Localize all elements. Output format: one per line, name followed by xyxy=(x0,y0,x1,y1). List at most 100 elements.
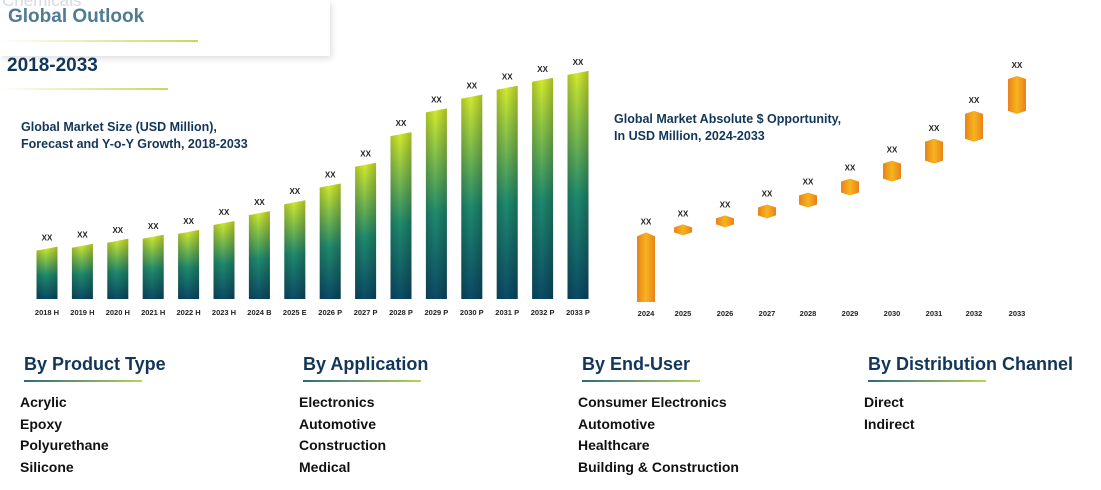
size-tick-label: 2028 P xyxy=(389,308,413,317)
size-bar-shade xyxy=(532,77,554,299)
opportunity-data-label: XX xyxy=(678,209,689,218)
segment-column: By Application Electronics Automotive Const… xyxy=(299,354,549,478)
opportunity-data-label: XX xyxy=(641,217,652,226)
segment-column: By Distribution Channel Direct Indirect xyxy=(864,354,1101,435)
opportunity-bar-2029 xyxy=(841,178,859,196)
opportunity-tick-label: 2030 xyxy=(884,309,901,318)
segment-item: Electronics xyxy=(299,394,375,410)
size-bar-shade xyxy=(355,162,377,299)
size-bar-shade xyxy=(178,229,200,299)
opportunity-title-line-2: In USD Million, 2024-2033 xyxy=(614,129,765,143)
size-tick-label: 2021 H xyxy=(141,308,165,317)
size-data-label: XX xyxy=(502,73,513,82)
size-data-label: XX xyxy=(466,82,477,91)
size-tick-label: 2033 P xyxy=(566,308,590,317)
market-size-chart: XX 2018 H XX 2019 H XX 2020 H XX 2021 H XX 2022 H… xyxy=(35,58,590,317)
size-data-label: XX xyxy=(112,226,123,235)
size-bar-shade xyxy=(142,234,164,299)
size-tick-label: 2024 B xyxy=(247,308,272,317)
segment-item: Silicone xyxy=(20,458,74,475)
title-card: Chemicals Global Outlook xyxy=(0,0,330,56)
segment-heading: By Application xyxy=(303,354,429,374)
size-tick-label: 2022 H xyxy=(177,308,201,317)
title-underline xyxy=(0,40,198,42)
size-bar-shade xyxy=(496,85,518,299)
segment-item: Construction xyxy=(299,437,387,453)
size-data-label: XX xyxy=(148,222,159,231)
size-data-label: XX xyxy=(254,198,265,207)
size-tick-label: 2032 P xyxy=(531,308,555,317)
segment-item: Medical xyxy=(299,458,351,475)
size-bar-shade xyxy=(319,183,341,299)
page-title: Global Outlook xyxy=(8,6,145,27)
size-data-label: XX xyxy=(431,95,442,104)
size-data-label: XX xyxy=(360,150,371,159)
size-tick-label: 2018 H xyxy=(35,308,59,317)
opportunity-data-label: XX xyxy=(803,178,814,187)
opportunity-bar-2027 xyxy=(758,204,776,219)
segment-column: By Product Type Acrylic Epoxy Polyurethane S… xyxy=(20,354,270,478)
opportunity-tick-label: 2033 xyxy=(1009,309,1026,318)
opportunity-bar-2033 xyxy=(1008,76,1026,114)
size-bar-shade xyxy=(36,246,58,299)
opportunity-tick-label: 2027 xyxy=(759,309,776,318)
segment-item: Epoxy xyxy=(20,415,63,432)
size-bar-shade xyxy=(213,220,235,299)
size-data-label: XX xyxy=(42,234,53,243)
size-data-label: XX xyxy=(396,119,407,128)
opportunity-tick-label: 2032 xyxy=(966,309,983,318)
size-data-label: XX xyxy=(289,187,300,196)
segment-list: Direct Indirect xyxy=(864,392,1101,435)
segment-item: Healthcare xyxy=(578,437,650,453)
opportunity-bar-2026 xyxy=(716,215,734,228)
size-tick-label: 2019 H xyxy=(70,308,94,317)
opportunity-data-label: XX xyxy=(929,124,940,133)
opportunity-tick-label: 2025 xyxy=(675,309,692,318)
opportunity-data-label: XX xyxy=(969,96,980,105)
size-bar-shade xyxy=(390,132,412,299)
opportunity-tick-label: 2024 xyxy=(638,309,656,318)
size-tick-label: 2027 P xyxy=(354,308,378,317)
segment-column: By End-User Consumer Electronics Automotiv… xyxy=(578,354,828,478)
years-underline xyxy=(0,88,168,90)
opportunity-data-label: XX xyxy=(887,146,898,155)
size-data-label: XX xyxy=(219,208,230,217)
opportunity-tick-label: 2026 xyxy=(717,309,734,318)
size-bar-shade xyxy=(284,200,306,299)
charts-canvas: XX 2018 H XX 2019 H XX 2020 H XX 2021 H XX 2022 H… xyxy=(35,58,1026,318)
size-tick-label: 2025 E xyxy=(283,308,307,317)
market-size-chart-title: Global Market Size (USD Million), Foreca… xyxy=(21,119,248,153)
opportunity-tick-label: 2031 xyxy=(926,309,943,318)
size-bar-shade xyxy=(107,238,129,299)
segment-underline xyxy=(24,380,142,382)
opportunity-data-label: XX xyxy=(1012,61,1023,70)
segment-heading: By Product Type xyxy=(24,354,166,374)
opportunity-title-line-1: Global Market Absolute $ Opportunity, xyxy=(614,112,842,126)
size-tick-label: 2030 P xyxy=(460,308,484,317)
segment-item: Direct xyxy=(864,394,904,410)
segment-underline xyxy=(868,380,986,382)
segment-item: Automotive xyxy=(578,415,655,432)
segment-underline xyxy=(303,380,421,382)
opportunity-data-label: XX xyxy=(762,189,773,198)
market-size-title-line-1: Global Market Size (USD Million), xyxy=(21,120,217,134)
opportunity-data-label: XX xyxy=(720,200,731,209)
opportunity-bar-2025 xyxy=(674,224,692,236)
size-bar-shade xyxy=(461,94,483,299)
segment-heading: By End-User xyxy=(582,354,691,374)
opportunity-bar-2032 xyxy=(965,110,983,142)
opportunity-bar-2030 xyxy=(883,160,901,182)
segment-item: Indirect xyxy=(864,415,915,432)
size-tick-label: 2023 H xyxy=(212,308,236,317)
market-size-title-line-2: Forecast and Y-o-Y Growth, 2018-2033 xyxy=(21,137,248,151)
segment-list: Acrylic Epoxy Polyurethane Silicone xyxy=(20,392,270,478)
segment-underline xyxy=(582,380,700,382)
opportunity-data-label: XX xyxy=(845,164,856,173)
segment-item: Building & Construction xyxy=(578,458,739,475)
size-data-label: XX xyxy=(77,231,88,240)
size-tick-label: 2026 P xyxy=(318,308,342,317)
size-bar-shade xyxy=(567,70,589,299)
size-tick-label: 2020 H xyxy=(106,308,130,317)
segment-heading: By Distribution Channel xyxy=(868,354,1074,374)
segment-list: Electronics Automotive Construction Medical xyxy=(299,392,549,478)
